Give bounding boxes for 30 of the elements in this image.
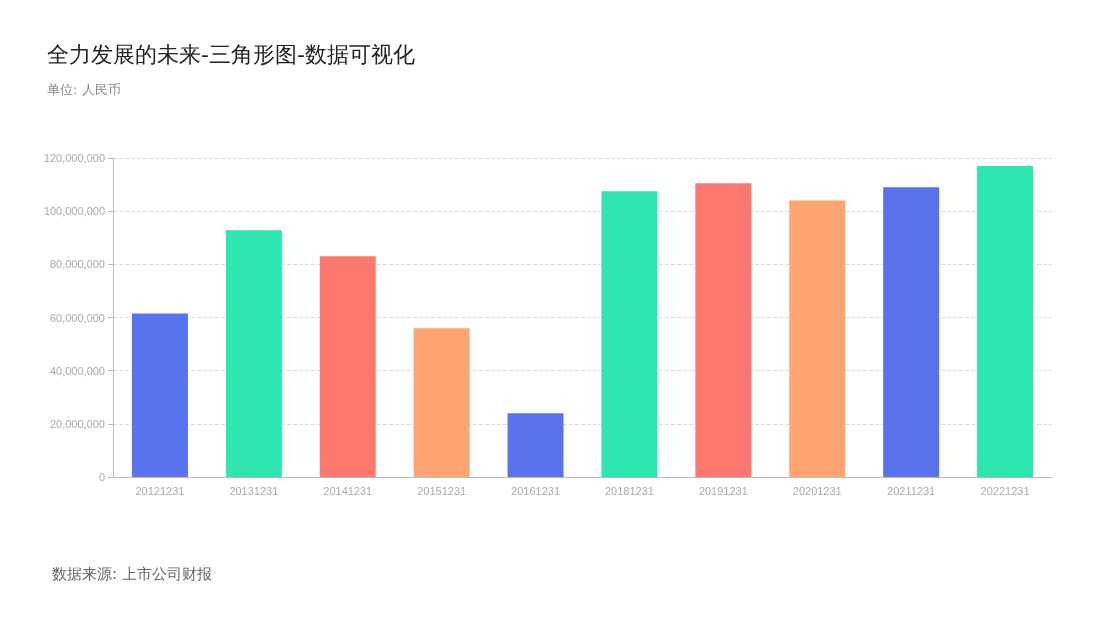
x-tick-label: 20211231 <box>887 484 936 497</box>
x-tick-label: 20131231 <box>229 484 279 497</box>
y-tick-label: 80,000,000 <box>49 258 105 271</box>
x-tick-label: 20181231 <box>604 484 654 497</box>
chart-title: 全力发展的未来-三角形图-数据可视化 <box>47 41 415 67</box>
x-tick-label: 20161231 <box>511 484 561 497</box>
bar <box>695 183 752 477</box>
source-note: 数据来源: 上市公司财报 <box>52 564 212 583</box>
x-tick-label: 20151231 <box>417 484 467 497</box>
chart-subtitle: 单位: 人民币 <box>47 82 121 97</box>
bar <box>413 328 470 477</box>
y-tick-label: 60,000,000 <box>49 311 105 324</box>
x-tick-label: 20121231 <box>135 484 185 497</box>
y-tick-label: 100,000,000 <box>43 205 105 218</box>
bar <box>507 413 564 477</box>
x-tick-label: 20141231 <box>323 484 373 497</box>
x-tick-label: 20221231 <box>980 484 1030 497</box>
bar <box>977 165 1034 477</box>
y-tick-label: 120,000,000 <box>43 152 105 164</box>
y-tick-label: 0 <box>98 471 105 483</box>
y-tick-label: 40,000,000 <box>49 364 105 377</box>
bar <box>225 230 282 477</box>
bar <box>131 313 188 477</box>
x-tick-label: 20191231 <box>698 484 748 497</box>
bar <box>319 256 376 477</box>
bar <box>789 200 846 477</box>
y-tick-label: 20,000,000 <box>49 417 105 430</box>
x-tick-label: 20201231 <box>792 484 842 497</box>
bar <box>883 187 940 477</box>
bar <box>601 191 658 477</box>
